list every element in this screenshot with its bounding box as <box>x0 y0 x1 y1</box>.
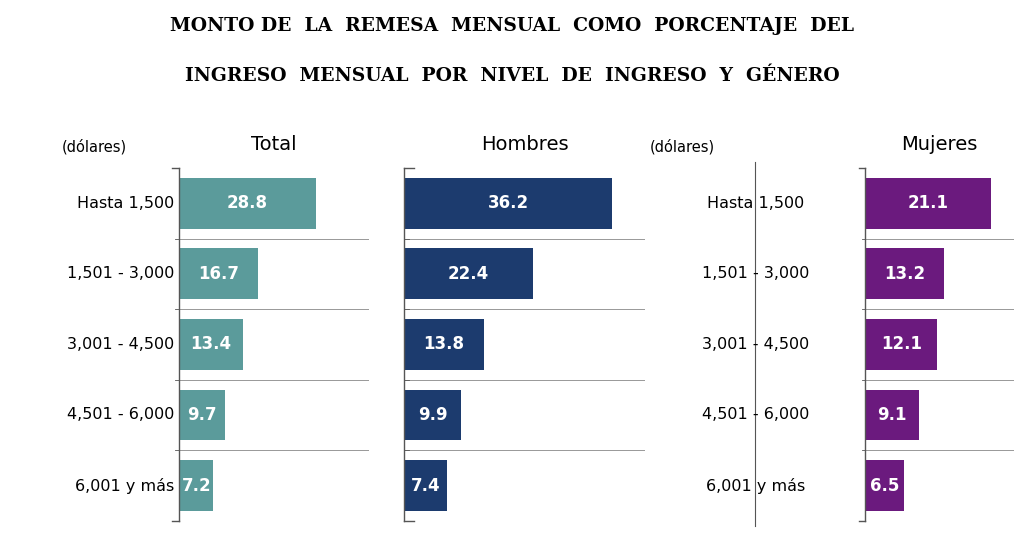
Bar <box>865 319 937 370</box>
Bar <box>865 390 920 440</box>
Text: 1,501 - 3,000: 1,501 - 3,000 <box>701 267 809 281</box>
Bar <box>404 178 612 228</box>
Text: 12.1: 12.1 <box>881 335 922 353</box>
Bar <box>404 319 483 370</box>
Bar <box>179 249 258 299</box>
Bar <box>404 249 532 299</box>
Bar <box>179 178 315 228</box>
Text: 4,501 - 6,000: 4,501 - 6,000 <box>701 408 809 422</box>
Bar <box>404 460 446 511</box>
Text: 36.2: 36.2 <box>487 194 528 212</box>
Text: 7.4: 7.4 <box>411 477 440 494</box>
Text: 22.4: 22.4 <box>449 265 489 283</box>
Bar <box>865 460 904 511</box>
Text: 3,001 - 4,500: 3,001 - 4,500 <box>701 337 809 352</box>
Bar <box>865 178 990 228</box>
Text: Hasta 1,500: Hasta 1,500 <box>77 196 174 211</box>
Bar <box>404 390 461 440</box>
Text: Hasta 1,500: Hasta 1,500 <box>707 196 804 211</box>
Text: 6.5: 6.5 <box>870 477 899 494</box>
Text: 4,501 - 6,000: 4,501 - 6,000 <box>67 408 174 422</box>
Text: 3,001 - 4,500: 3,001 - 4,500 <box>67 337 174 352</box>
Text: 6,001 y más: 6,001 y más <box>706 478 805 493</box>
Text: 28.8: 28.8 <box>227 194 268 212</box>
Text: 13.2: 13.2 <box>884 265 925 283</box>
Text: (dólares): (dólares) <box>650 138 716 154</box>
Text: (dólares): (dólares) <box>61 138 127 154</box>
Text: 16.7: 16.7 <box>199 265 240 283</box>
Bar <box>179 390 225 440</box>
Text: 21.1: 21.1 <box>907 194 948 212</box>
Text: 9.9: 9.9 <box>418 406 447 424</box>
Bar <box>865 249 944 299</box>
Text: MONTO DE  LA  REMESA  MENSUAL  COMO  PORCENTAJE  DEL: MONTO DE LA REMESA MENSUAL COMO PORCENTA… <box>170 17 854 35</box>
Text: 13.4: 13.4 <box>190 335 231 353</box>
Text: 7.2: 7.2 <box>181 477 211 494</box>
Text: 9.1: 9.1 <box>878 406 907 424</box>
Text: 1,501 - 3,000: 1,501 - 3,000 <box>67 267 174 281</box>
Text: INGRESO  MENSUAL  POR  NIVEL  DE  INGRESO  Y  GÉNERO: INGRESO MENSUAL POR NIVEL DE INGRESO Y G… <box>184 67 840 85</box>
Text: Hombres: Hombres <box>481 135 568 154</box>
Text: Mujeres: Mujeres <box>901 135 978 154</box>
Text: 9.7: 9.7 <box>187 406 217 424</box>
Bar <box>179 460 213 511</box>
Text: 13.8: 13.8 <box>424 335 465 353</box>
Text: 6,001 y más: 6,001 y más <box>75 478 174 493</box>
Bar <box>179 319 243 370</box>
Text: Total: Total <box>251 135 297 154</box>
